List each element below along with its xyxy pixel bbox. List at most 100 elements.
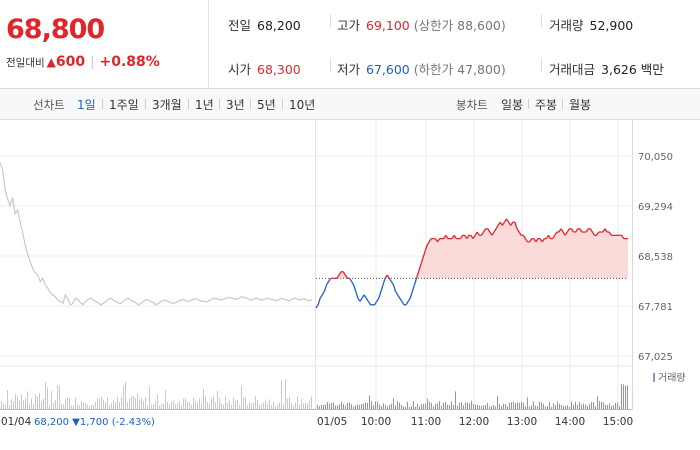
volume-bar-today	[541, 402, 542, 409]
volume-bar-previous	[19, 400, 20, 409]
tab-weekly-candle[interactable]: 주봉	[535, 98, 558, 112]
x-tick-label: 13:00	[507, 416, 537, 428]
volume-bar-today	[617, 402, 618, 409]
x-tick-label: 12:00	[459, 416, 489, 428]
price-summary: 68,800 전일대비 ▲ 600 | +0.88%	[0, 0, 209, 88]
volume-bar-today	[587, 405, 588, 409]
today-price-segment	[541, 238, 545, 243]
volume-bar-previous	[35, 393, 36, 409]
volume-bar-today	[535, 405, 536, 409]
volume-bar-previous	[147, 405, 148, 409]
volume-bar-today	[527, 397, 528, 409]
today-price-segment	[560, 228, 564, 233]
volume-bar-previous	[135, 397, 136, 409]
volume-bar-previous	[131, 396, 132, 409]
change-label: 전일대비	[6, 56, 45, 69]
tab-1year[interactable]: 1년	[195, 98, 214, 112]
tab-monthly-candle[interactable]: 월봉	[569, 98, 592, 112]
tab-1week[interactable]: 1주일	[109, 98, 139, 112]
volume-bar-previous	[95, 401, 96, 409]
volume-bar-today	[533, 401, 534, 409]
volume-bar-previous	[87, 404, 88, 409]
volume-bar-today	[421, 404, 422, 409]
tab-5year[interactable]: 5년	[257, 98, 276, 112]
volume-bar-today	[371, 401, 372, 409]
today-price-segment	[428, 238, 432, 243]
stat-label: 저가	[337, 62, 361, 77]
volume-bar-today	[563, 406, 564, 409]
volume-bar-today	[495, 406, 496, 409]
volume-bar-today	[447, 404, 448, 409]
today-price-segment	[482, 228, 487, 233]
tab-daily-candle[interactable]: 일봉	[501, 98, 524, 112]
tab-3year[interactable]: 3년	[226, 98, 245, 112]
above-base-area	[316, 218, 628, 279]
volume-bar-today	[361, 404, 362, 409]
today-price-segment	[436, 238, 441, 243]
volume-bar-previous	[287, 398, 288, 409]
volume-bar-previous	[267, 403, 268, 409]
stat-label: 전일	[228, 18, 252, 33]
volume-bar-today	[427, 398, 428, 409]
volume-bar-today	[583, 403, 584, 409]
volume-bar-today	[519, 402, 520, 409]
volume-bar-previous	[215, 402, 216, 409]
stat-value: 67,600	[366, 62, 410, 77]
volume-bar-today	[443, 402, 444, 409]
down-arrow-icon: ▼	[72, 417, 80, 428]
today-price-segment	[552, 234, 556, 239]
current-price: 68,800	[6, 14, 105, 45]
volume-bar-previous	[21, 394, 22, 409]
today-price-segment	[325, 281, 330, 286]
tab-3month[interactable]: 3개월	[152, 98, 182, 112]
volume-bar-today	[337, 405, 338, 409]
volume-bar-previous	[265, 400, 266, 409]
today-price-segment	[353, 284, 357, 292]
volume-bar-today	[585, 404, 586, 409]
divider	[562, 99, 563, 109]
volume-bar-today	[601, 401, 602, 409]
volume-bar-today	[593, 402, 594, 409]
y-tick-label: 68,538	[638, 252, 673, 263]
volume-bar-today	[433, 406, 434, 409]
today-price-segment	[524, 238, 529, 243]
divider: |	[90, 54, 95, 70]
previous-day-price-line	[0, 162, 313, 306]
tab-1day[interactable]: 1일	[77, 98, 96, 112]
above-base-fill	[316, 218, 628, 279]
volume-bar-previous	[241, 385, 242, 409]
volume-bar-previous	[205, 396, 206, 409]
tab-10year[interactable]: 10년	[289, 98, 316, 112]
volume-bar-today	[363, 403, 364, 409]
volume-bar-today	[475, 404, 476, 409]
volume-bar-previous	[157, 394, 158, 409]
volume-bar-previous	[161, 404, 162, 409]
volume-bar-today	[357, 404, 358, 409]
volume-bar-today	[605, 404, 606, 409]
volume-legend: 거래량	[653, 372, 686, 384]
volume-bar-today	[471, 400, 472, 409]
divider	[282, 99, 283, 109]
volume-bar-today	[515, 403, 516, 409]
volume-bar-previous	[165, 389, 166, 409]
volume-bar-today	[499, 403, 500, 409]
today-price-segment	[575, 228, 579, 233]
volume-bar-today	[439, 401, 440, 409]
volume-bar-today	[321, 405, 322, 409]
volume-bar-previous	[137, 393, 138, 409]
today-price-segment	[390, 281, 395, 286]
volume-bar-previous	[119, 401, 120, 409]
volume-bar-today	[379, 404, 380, 409]
volume-bar-previous	[253, 402, 254, 409]
divider	[541, 58, 542, 72]
volume-bar-today	[407, 401, 408, 409]
today-price-segment	[317, 297, 321, 305]
volume-bar-previous	[199, 398, 200, 409]
stat-high: 고가 69,100 (상한가 88,600)	[337, 15, 506, 34]
today-price-segment	[411, 284, 416, 292]
volume-bar-previous	[27, 391, 28, 409]
today-price-segment	[380, 284, 384, 292]
volume-bar-previous	[107, 397, 108, 409]
volume-bar-today	[537, 406, 538, 409]
